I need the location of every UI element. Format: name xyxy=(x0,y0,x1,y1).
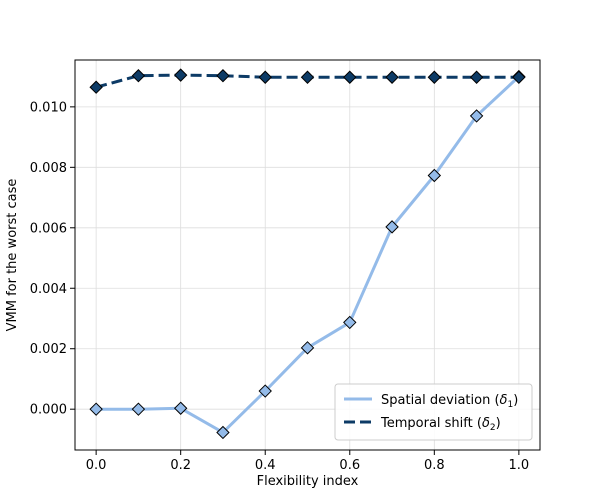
x-tick-label: 0.6 xyxy=(339,458,360,473)
x-tick-label: 1.0 xyxy=(509,458,530,473)
grid xyxy=(75,60,540,450)
y-tick-label: 0.000 xyxy=(30,403,67,418)
series-2-point xyxy=(173,68,188,82)
y-tick-label: 0.010 xyxy=(30,100,67,115)
series-2-point xyxy=(258,70,272,84)
series-1-point xyxy=(427,168,442,183)
series-1-point xyxy=(216,425,230,440)
plot-frame xyxy=(74,59,541,451)
series-2-point xyxy=(427,70,442,84)
y-tick-label: 0.004 xyxy=(30,282,67,297)
legend-entry-1: Spatial deviation (δ1) xyxy=(344,393,518,410)
series-2-point xyxy=(385,70,399,84)
series-1-point xyxy=(385,220,399,234)
legend-entry-2: Temporal shift (δ2) xyxy=(344,416,501,433)
series-2-point xyxy=(469,70,484,84)
legend-label: Temporal shift (δ2) xyxy=(380,416,501,433)
series-1-point xyxy=(469,109,484,123)
ticks: 0.0 0.2 0.4 0.6 0.8 1.0 0.000 0.002 0.004 0.006 0.… xyxy=(30,100,529,473)
series-1-point xyxy=(258,384,272,398)
series-1-point xyxy=(89,402,103,416)
series-2-point xyxy=(131,69,146,83)
y-tick-label: 0.002 xyxy=(30,342,67,357)
series-1 xyxy=(89,69,526,440)
series-2-point xyxy=(300,70,315,84)
series-1-point xyxy=(173,401,188,415)
legend: Spatial deviation (δ1) Temporal shift (δ2… xyxy=(334,383,533,441)
legend-label: Spatial deviation (δ1) xyxy=(381,393,518,410)
x-tick-label: 0.0 xyxy=(86,458,107,473)
y-tick-label: 0.008 xyxy=(30,161,67,176)
series-1-point xyxy=(131,402,146,416)
series-2-point xyxy=(89,80,103,94)
y-tick-label: 0.006 xyxy=(30,221,67,236)
series-2-point xyxy=(512,70,526,84)
series-2-point xyxy=(216,69,230,83)
series-layer xyxy=(89,68,526,440)
series-2 xyxy=(89,68,526,94)
x-tick-label: 0.2 xyxy=(170,458,191,473)
y-axis-label: VMM for the worst case xyxy=(5,179,20,332)
x-axis-label: Flexibility index xyxy=(257,474,359,489)
series-1-point xyxy=(300,341,315,355)
x-tick-label: 0.4 xyxy=(255,458,276,473)
legend-box xyxy=(334,383,533,441)
x-tick-label: 0.8 xyxy=(424,458,445,473)
series-1-point xyxy=(343,315,357,330)
series-2-point xyxy=(343,70,357,84)
